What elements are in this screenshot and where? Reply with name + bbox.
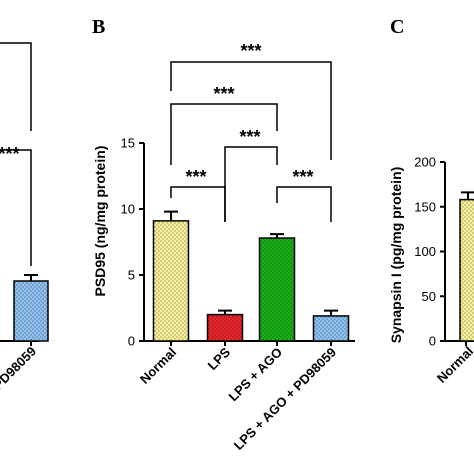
y-tick-label: 0 [128, 334, 135, 349]
error-bar [461, 191, 474, 200]
x-category-label: LPS + AGO + PD98059 [231, 345, 339, 453]
y-tick-label: 0 [429, 334, 436, 349]
panel-b-y-axis-label: PSD95 (ng/mg protein) [92, 146, 108, 297]
panel-letter-b: B [92, 16, 105, 38]
y-tick-label: 150 [414, 199, 436, 214]
bar-lps-ago-pattern [259, 238, 295, 341]
significance-label: *** [292, 167, 313, 187]
x-category-label: PD98059 [0, 344, 39, 393]
significance-bracket [170, 103, 278, 165]
significance-label: *** [239, 127, 260, 147]
y-tick-label: 15 [121, 136, 135, 151]
error-bar [164, 210, 178, 221]
panel-c-y-axis-label: Synapsin I (pg/mg protein) [388, 167, 404, 344]
significance-label: *** [213, 84, 234, 104]
bar-pd98059-pattern [14, 281, 48, 341]
y-tick-label: 10 [121, 202, 135, 217]
panel-c-partial: 0 50 100 150 200 Normal [414, 155, 474, 386]
error-bar [324, 309, 338, 316]
y-tick-label: 5 [128, 268, 135, 283]
bar-normal-pattern [460, 199, 474, 341]
x-category-label: Normal [137, 345, 179, 387]
error-bar [24, 274, 38, 281]
x-category-label: LPS + AGO [226, 345, 286, 405]
x-category-label: Normal [434, 344, 474, 386]
significance-bracket [276, 186, 332, 222]
panel-letter-c: C [390, 16, 404, 38]
significance-bracket [170, 186, 226, 222]
significance-bracket [0, 42, 32, 131]
x-category-label: LPS [205, 344, 234, 373]
significance-bracket [0, 149, 32, 266]
panel-a-partial: *** PD98059 [0, 42, 49, 393]
y-tick-label: 200 [414, 155, 436, 170]
significance-bracket [224, 146, 278, 222]
bar-normal-pattern [153, 220, 189, 341]
bar-lps-pattern [207, 314, 243, 341]
bar-lps-ago-pd98059-pattern [313, 315, 349, 341]
significance-label: *** [185, 167, 206, 187]
significance-label: *** [240, 41, 261, 61]
y-tick-label: 100 [414, 244, 436, 259]
significance-bracket [170, 61, 332, 160]
y-tick-label: 50 [422, 289, 436, 304]
significance-label: *** [0, 144, 20, 164]
